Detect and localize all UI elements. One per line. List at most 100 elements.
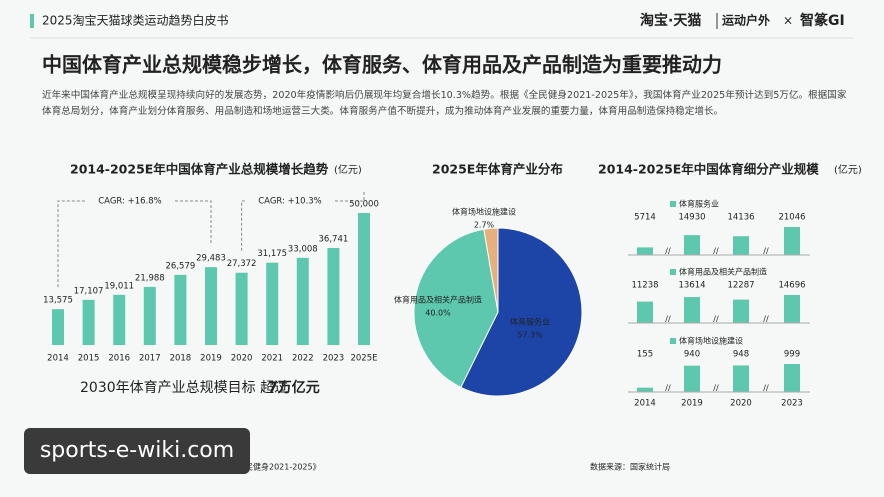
x-tick-label: 2017 [139,354,161,364]
value-label: 27,372 [227,259,257,269]
value-label: 14136 [727,213,754,223]
value-label: 155 [637,350,653,360]
axis-break: // [763,384,769,393]
bar [784,227,800,255]
bar [358,213,370,345]
bar [296,257,309,345]
cagr-bracket [241,200,245,251]
value-label: 21046 [778,213,805,223]
x-tick-label: 2019 [681,399,703,409]
cagr-bracket [57,200,85,288]
value-label: 940 [684,350,700,360]
value-label: 948 [733,350,749,360]
slice-label: 体育场地设施建设 [452,207,516,217]
x-tick-label: 2025E [350,354,377,364]
x-tick-label: 2020 [231,354,253,364]
report-title: 2025淘宝天猫球类运动趋势白皮书 [42,13,229,28]
value-label: 31,175 [257,249,287,259]
watermark: sports-e-wiki.com [24,428,250,474]
value-label: 13614 [678,281,705,291]
x-tick-label: 2023 [781,399,803,409]
annotation: CAGR: +16.8% [98,197,162,207]
bar [684,297,700,323]
axis-break: // [713,247,719,256]
bar [266,262,279,345]
cross: × [783,14,793,28]
bar [784,295,800,323]
legend-label: 体育用品及相关产品制造 [679,267,767,277]
cagr-bracket [175,200,212,246]
value-label: 5714 [634,213,656,223]
bar [327,248,340,345]
pie-slice [483,227,499,313]
bar [82,299,95,345]
value-label: 14930 [678,213,705,223]
paragraph: 近年来中国体育产业总规模呈现持续向好的发展态势，2020年疫情影响后仍展现年均复… [42,90,847,117]
bar [174,274,187,345]
bar [733,299,749,323]
x-tick-label: 2022 [292,354,314,364]
bar [684,235,700,255]
value-label: 19,011 [104,281,134,291]
x-tick-label: 2018 [170,354,192,364]
bar [235,272,248,345]
value-label: 50,000 [349,200,379,210]
cagr-bracket [335,191,365,202]
caption: 2030年体育产业总规模目标 超过 [80,380,288,396]
bar [637,301,653,323]
bar [637,387,653,392]
headline: 中国体育产业总规模稳步增长，体育服务、体育用品及产品制造为重要推动力 [42,53,722,77]
axis-break: // [665,247,671,256]
value-label: 26,579 [166,261,196,271]
brand: 运动户外 [722,13,770,28]
bar [733,365,749,392]
value-label: 33,008 [288,244,318,254]
slice-label: 体育用品及相关产品制造 [394,295,482,305]
value-label: 12287 [727,281,754,291]
legend-swatch [670,201,676,207]
value-label: 11238 [631,281,658,291]
chart-subtitle: (亿元) [834,163,862,176]
legend-swatch [670,338,676,344]
legend-label: 体育场地设施建设 [679,336,743,346]
x-tick-label: 2016 [108,354,130,364]
bar [733,236,749,255]
annotation: CAGR: +10.3% [258,197,322,207]
chart-title: 2014-2025E年中国体育细分产业规模 [598,162,819,177]
x-tick-label: 2014 [47,354,69,364]
value-label: 21,988 [135,273,165,283]
slice-value: 40.0% [425,309,451,318]
chart-title: 2014-2025E年中国体育产业总规模增长趋势 [70,162,329,177]
legend-label: 体育服务业 [679,199,719,209]
chart-subtitle: (亿元) [334,163,362,176]
x-tick-label: 2020 [730,399,752,409]
axis-break: // [763,315,769,324]
bar [205,267,217,345]
value-label: 13,575 [43,296,73,306]
bar [52,309,64,345]
slice-value: 57.3% [517,331,543,340]
axis-break: // [763,247,769,256]
bar [684,365,700,392]
value-label: 36,741 [319,235,349,245]
slice-value: 2.7% [474,221,495,230]
value-label: 999 [784,350,800,360]
value-label: 17,107 [74,286,104,296]
source: 数据来源：国家统计局 [590,462,670,472]
slice-label: 体育服务业 [510,317,550,327]
value-label: 14696 [778,281,805,291]
chart-title: 2025E年体育产业分布 [432,162,563,177]
header-bar [30,14,34,28]
bar [637,247,653,255]
axis-break: // [665,384,671,393]
bar [784,364,800,392]
legend-swatch [670,269,676,275]
bar [143,286,156,345]
x-tick-label: 2015 [78,354,100,364]
caption-emphasis: 7万亿元 [268,379,320,396]
brand: 淘宝·天猫 [640,12,701,29]
brand: 智篆GI [799,12,845,29]
axis-break: // [713,384,719,393]
